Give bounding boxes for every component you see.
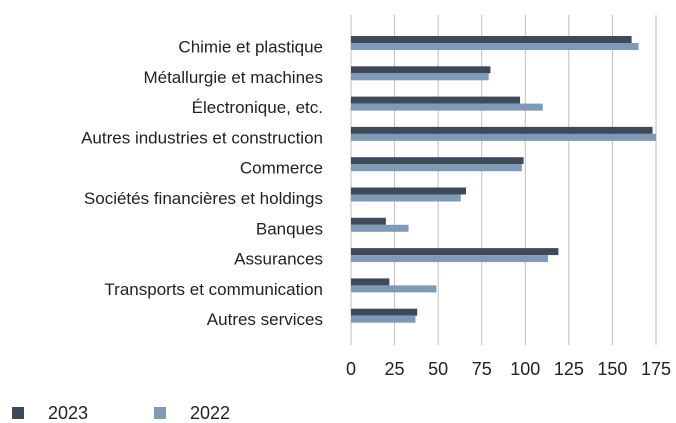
- bar: [351, 157, 524, 165]
- bar: [351, 187, 467, 195]
- bar: [351, 43, 639, 50]
- x-tick-label: 150: [597, 359, 627, 379]
- y-tick-label: Banques: [256, 219, 323, 238]
- y-tick-label: Commerce: [240, 159, 323, 178]
- bar: [351, 96, 521, 104]
- bar: [351, 73, 489, 81]
- y-tick-label: Assurances: [234, 250, 323, 269]
- y-tick-label: Chimie et plastique: [178, 37, 323, 56]
- y-tick-label: Transports et communication: [104, 280, 323, 299]
- bar: [351, 103, 543, 111]
- x-tick-label: 100: [510, 359, 540, 379]
- bar: [351, 217, 386, 225]
- x-tick-label: 25: [385, 359, 405, 379]
- bar: [351, 278, 390, 286]
- y-tick-label: Autres services: [207, 310, 323, 329]
- bar: [351, 224, 409, 232]
- bar: [351, 255, 548, 263]
- bar: [351, 248, 559, 256]
- legend-label: 2023: [48, 403, 88, 423]
- legend-swatch: [154, 407, 166, 419]
- y-tick-label: Sociétés financières et holdings: [84, 189, 323, 208]
- bar: [351, 285, 437, 293]
- bar: [351, 194, 461, 202]
- bar: [351, 126, 653, 134]
- y-tick-label: Autres industries et construction: [81, 128, 323, 147]
- bar: [351, 66, 491, 74]
- x-tick-label: 175: [641, 359, 671, 379]
- bar: [351, 308, 418, 316]
- y-tick-label: Électronique, etc.: [192, 98, 323, 117]
- x-tick-label: 125: [554, 359, 584, 379]
- x-tick-label: 75: [472, 359, 492, 379]
- x-tick-label: 50: [428, 359, 448, 379]
- legend-swatch: [12, 407, 24, 419]
- y-tick-label: Métallurgie et machines: [143, 68, 323, 87]
- bar: [351, 315, 416, 323]
- bar: [351, 164, 522, 172]
- bar: [351, 133, 656, 141]
- bar: [351, 36, 632, 43]
- legend-label: 2022: [190, 403, 230, 423]
- x-tick-label: 0: [346, 359, 356, 379]
